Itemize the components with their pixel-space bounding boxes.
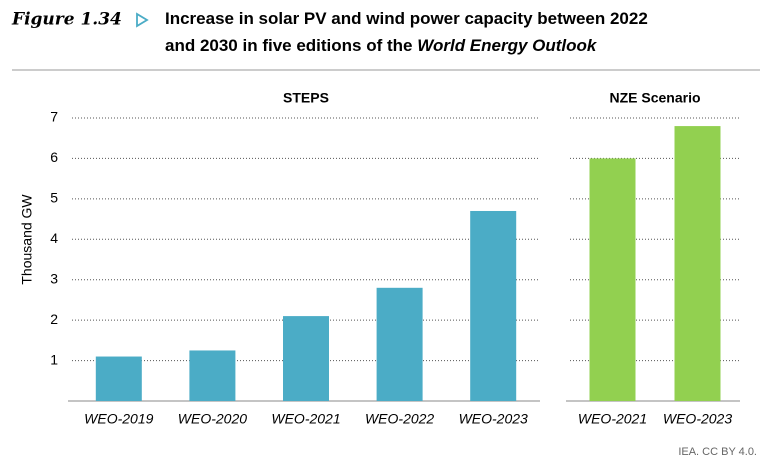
title-line: Increase in solar PV and wind power capa… <box>165 9 648 28</box>
y-axis-label: Thousand GW <box>19 194 35 285</box>
y-tick-label: 4 <box>50 230 58 246</box>
y-tick-label: 6 <box>50 149 58 165</box>
bar <box>674 126 721 401</box>
y-tick-label: 1 <box>50 351 58 367</box>
title-line: and 2030 in five editions of the <box>165 36 417 55</box>
bar <box>376 287 423 401</box>
x-tick-label: WEO-2021 <box>578 411 647 427</box>
y-tick-label: 2 <box>50 311 58 327</box>
source: IEA. CC BY 4.0. <box>678 446 757 458</box>
x-tick-label: WEO-2022 <box>365 411 434 427</box>
y-tick-label: 3 <box>50 270 58 286</box>
x-tick-label: WEO-2023 <box>459 411 528 427</box>
figure-title: Increase in solar PV and wind power capa… <box>165 9 648 28</box>
bar <box>189 350 236 401</box>
title-italic: World Energy Outlook <box>417 36 598 55</box>
panel-title: NZE Scenario <box>609 90 700 106</box>
x-tick-label: WEO-2023 <box>663 411 732 427</box>
figure-title-2: and 2030 in five editions of the World E… <box>165 36 598 55</box>
bar <box>470 210 517 401</box>
bar <box>589 158 636 401</box>
x-tick-label: WEO-2019 <box>84 411 153 427</box>
figure-marker <box>136 12 149 28</box>
y-tick-label: 7 <box>50 109 58 125</box>
x-tick-label: WEO-2021 <box>271 411 340 427</box>
figure-label: Figure 1.34 <box>11 10 122 30</box>
bar <box>283 316 329 401</box>
x-tick-label: WEO-2020 <box>178 411 247 427</box>
y-tick-label: 5 <box>50 190 58 206</box>
panel-title: STEPS <box>283 90 329 106</box>
bar <box>95 356 142 401</box>
